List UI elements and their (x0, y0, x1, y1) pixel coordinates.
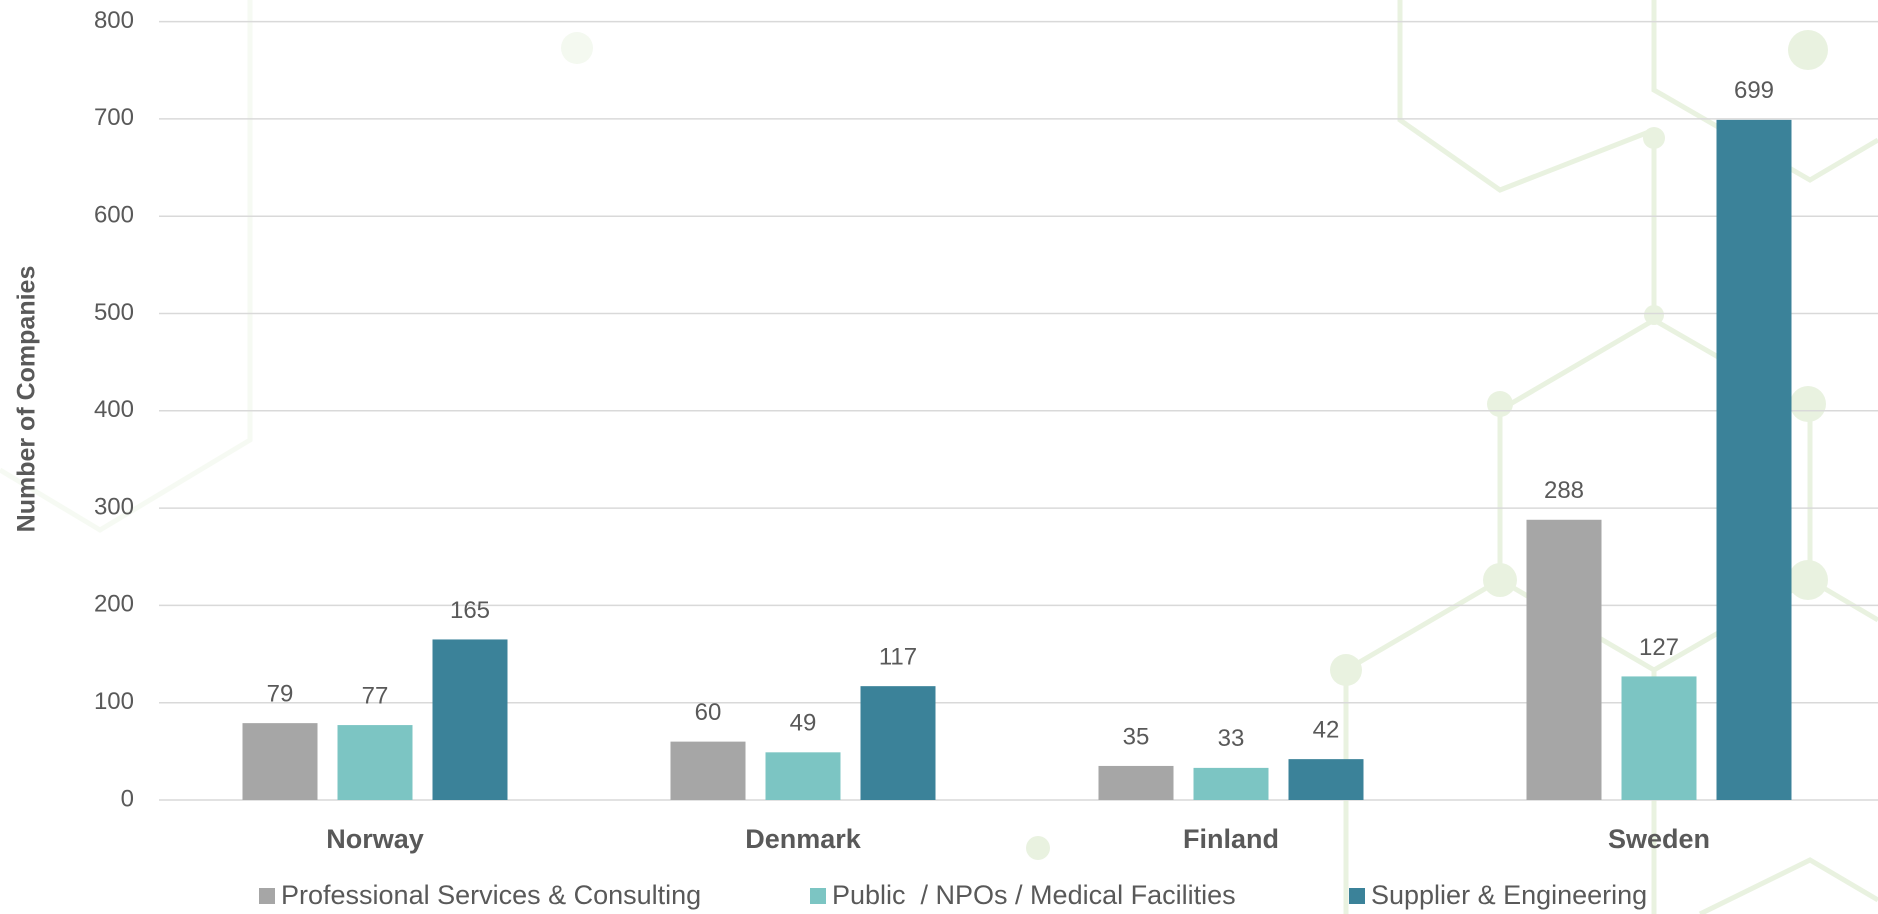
legend-label: Supplier & Engineering (1371, 880, 1647, 910)
y-tick-label: 600 (94, 202, 134, 229)
legend-label: Public / NPOs / Medical Facilities (832, 880, 1236, 910)
deco-line (1343, 577, 1878, 914)
y-tick-label: 400 (94, 396, 134, 423)
y-axis-title: Number of Companies (13, 266, 41, 533)
legend-swatch (810, 888, 826, 904)
bar (1288, 759, 1364, 800)
y-tick-label: 200 (94, 591, 134, 618)
data-label: 49 (790, 710, 817, 737)
bar (1716, 119, 1792, 801)
data-label: 288 (1544, 477, 1584, 504)
y-tick-label: 0 (121, 785, 134, 812)
x-tick-label: Sweden (1608, 824, 1710, 854)
data-label: 60 (695, 699, 722, 726)
data-label: 77 (362, 682, 389, 709)
deco-line (1397, 0, 1655, 193)
y-tick-label: 500 (94, 299, 134, 326)
deco-dot (1483, 563, 1517, 597)
data-label: 117 (879, 644, 917, 671)
deco-dot (1788, 30, 1828, 70)
bar (1193, 767, 1269, 800)
bar (242, 723, 318, 800)
data-label: 165 (450, 597, 490, 624)
y-tick-label: 800 (94, 7, 134, 34)
bar (337, 725, 413, 800)
deco-line (0, 0, 253, 533)
deco-dot (1026, 836, 1050, 860)
legend-label: Professional Services & Consulting (281, 880, 701, 910)
deco-dot (561, 32, 593, 64)
deco-dot (1790, 386, 1826, 422)
bar (670, 741, 746, 800)
data-label: 33 (1218, 725, 1245, 752)
bar (1621, 676, 1697, 800)
deco-dot (1644, 305, 1664, 325)
y-tick-label: 300 (94, 493, 134, 520)
legend-swatch (259, 888, 275, 904)
deco-dot (1788, 560, 1828, 600)
data-label: 35 (1123, 723, 1150, 750)
y-tick-label: 700 (94, 104, 134, 131)
legend-swatch (1349, 888, 1365, 904)
data-label: 79 (267, 680, 294, 707)
x-tick-label: Norway (326, 824, 424, 854)
bar (432, 639, 508, 800)
data-label: 42 (1313, 716, 1340, 743)
deco-dot (1643, 127, 1665, 149)
x-tick-label: Finland (1183, 824, 1279, 854)
bar (1098, 765, 1174, 800)
x-tick-label: Denmark (745, 824, 862, 854)
bar (1526, 519, 1602, 800)
deco-dot (1487, 391, 1513, 417)
deco-dot (1330, 654, 1362, 686)
data-label: 127 (1639, 634, 1679, 661)
data-label: 699 (1734, 77, 1774, 104)
bar (860, 686, 936, 800)
y-tick-label: 100 (94, 688, 134, 715)
bar (765, 752, 841, 800)
